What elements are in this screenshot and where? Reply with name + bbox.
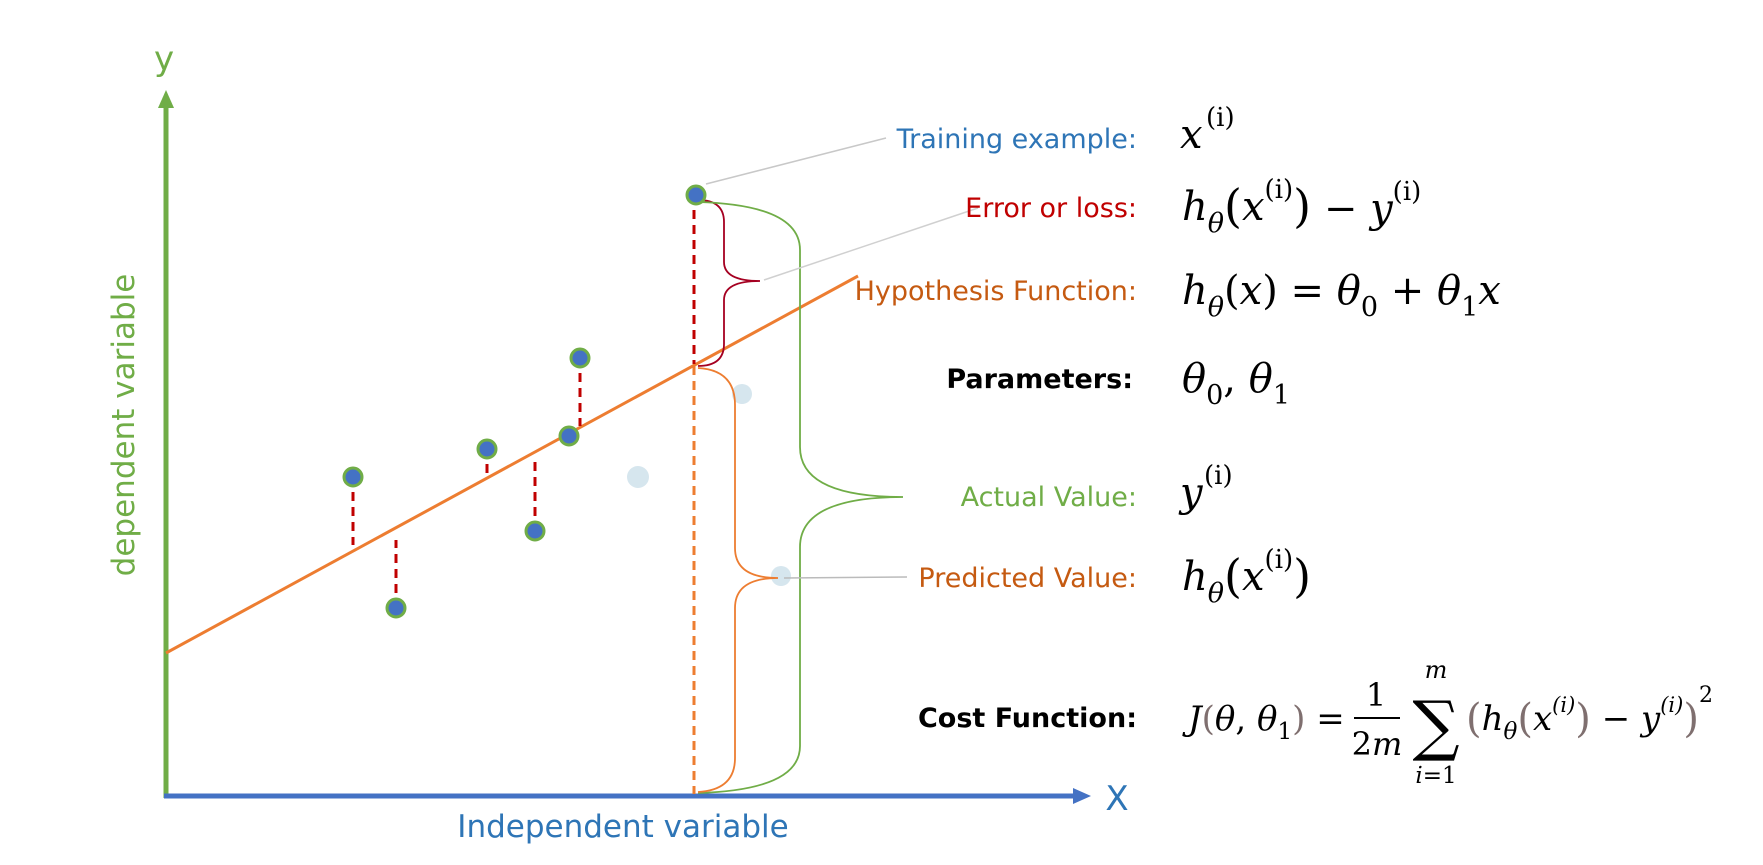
data-point: [558, 425, 580, 447]
svg-text:m: m: [1425, 656, 1448, 684]
svg-text:(hθ(x(i)) − y(i))2: (hθ(x(i)) − y(i))2: [1466, 683, 1713, 745]
training-example-label: Training example:: [896, 124, 1137, 155]
predicted-leader: [783, 576, 908, 579]
svg-text:hθ(x(i)) − y(i): hθ(x(i)) − y(i): [1182, 175, 1421, 239]
parameters-label: Parameters:: [946, 364, 1133, 395]
data-points: [342, 184, 707, 619]
training-example-leader: [705, 137, 887, 185]
x-axis-arrowhead: [1073, 788, 1091, 804]
formula-actual-value: y (i): [1178, 461, 1233, 516]
formula-hypothesis: hθ(x) = θ0 + θ1x: [1182, 268, 1501, 323]
actual-value-label: Actual Value:: [961, 482, 1137, 513]
ghost-point: [732, 384, 752, 404]
predicted-value-brace: [697, 367, 779, 793]
svg-text:i=1: i=1: [1415, 763, 1456, 789]
svg-text:J(θ, θ1) =: J(θ, θ1) =: [1182, 699, 1345, 745]
svg-text:hθ(x(i)): hθ(x(i)): [1182, 545, 1311, 609]
svg-text:2m: 2m: [1352, 725, 1403, 763]
svg-text:y: y: [1178, 470, 1204, 516]
error-brace: [697, 199, 761, 367]
y-axis-label: dependent variable: [106, 274, 142, 577]
formula-cost-function: J(θ, θ1) = 1 2m m ∑ i=1 (hθ(x(i)) − y(i)…: [1182, 656, 1713, 789]
y-axis-arrowhead: [158, 90, 174, 108]
formula-predicted-value: hθ(x(i)): [1182, 545, 1311, 609]
hypothesis-line: [165, 274, 859, 655]
formula-training-example: x (i): [1180, 103, 1235, 158]
data-point: [385, 597, 407, 619]
actual-value-brace: [697, 201, 904, 794]
training-example-point: [685, 184, 707, 206]
formula-error: hθ(x(i)) − y(i): [1182, 175, 1421, 239]
data-point: [476, 438, 498, 460]
ghost-point: [627, 466, 649, 488]
svg-text:(i): (i): [1204, 461, 1233, 491]
x-axis-letter: X: [1105, 779, 1128, 819]
hypothesis-function-label: Hypothesis Function:: [855, 276, 1137, 307]
svg-text:hθ(x) = θ0 + θ1x: hθ(x) = θ0 + θ1x: [1182, 268, 1501, 323]
cost-function-label: Cost Function:: [918, 703, 1137, 734]
svg-text:θ0, θ1: θ0, θ1: [1182, 356, 1290, 411]
data-point: [524, 520, 546, 542]
error-or-loss-label: Error or loss:: [965, 193, 1137, 224]
svg-text:(i): (i): [1206, 103, 1235, 133]
residual-lines: [351, 195, 696, 608]
ghost-point: [771, 566, 791, 586]
svg-text:∑: ∑: [1412, 687, 1459, 764]
data-point: [569, 347, 591, 369]
formula-parameters: θ0, θ1: [1182, 356, 1290, 411]
error-leader: [763, 207, 979, 281]
svg-text:1: 1: [1366, 676, 1386, 714]
data-point: [342, 466, 364, 488]
y-axis-letter: y: [154, 39, 174, 79]
x-axis-label: Independent variable: [457, 809, 788, 845]
axes: y X dependent variable Independent varia…: [106, 39, 1129, 845]
predicted-value-label: Predicted Value:: [918, 563, 1137, 594]
svg-text:x: x: [1180, 112, 1203, 158]
